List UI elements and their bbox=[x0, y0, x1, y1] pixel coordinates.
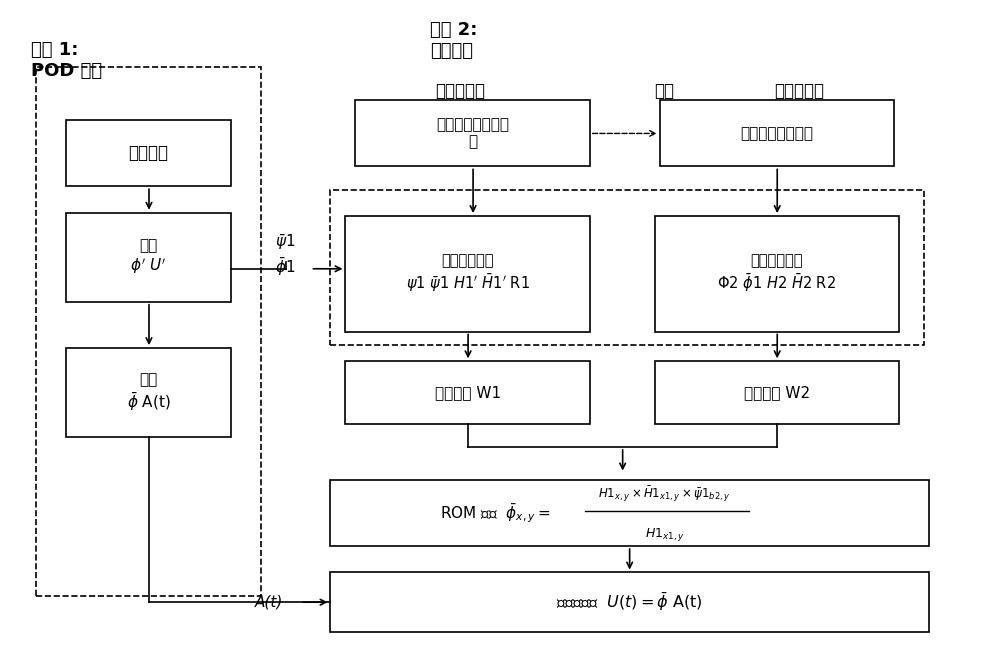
Text: 第一级单位: 第一级单位 bbox=[435, 82, 485, 99]
Text: ROM 校准  $\bar{\phi}_{x,y}=$: ROM 校准 $\bar{\phi}_{x,y}=$ bbox=[440, 501, 551, 525]
FancyBboxPatch shape bbox=[66, 348, 231, 437]
Text: 响应监测: 响应监测 bbox=[128, 145, 168, 162]
FancyBboxPatch shape bbox=[655, 361, 899, 424]
Text: 建立多损伤模型库: 建立多损伤模型库 bbox=[740, 126, 813, 141]
Text: 模型匹配计算
$\psi$1 $\bar{\psi}$1 $H1'$ $\bar{H}1'$ R1: 模型匹配计算 $\psi$1 $\bar{\psi}$1 $H1'$ $\bar… bbox=[406, 253, 530, 294]
Text: 重建的响应  $U(t) = \bar{\phi}$ A(t): 重建的响应 $U(t) = \bar{\phi}$ A(t) bbox=[556, 591, 703, 613]
Text: 匹配模型 W2: 匹配模型 W2 bbox=[744, 385, 810, 400]
Text: 第二级单位: 第二级单位 bbox=[774, 82, 824, 99]
FancyBboxPatch shape bbox=[345, 361, 590, 424]
FancyBboxPatch shape bbox=[355, 100, 590, 166]
Text: 步骤 2:
重建阶段: 步骤 2: 重建阶段 bbox=[430, 21, 478, 60]
FancyBboxPatch shape bbox=[655, 216, 899, 332]
FancyBboxPatch shape bbox=[330, 480, 929, 546]
FancyBboxPatch shape bbox=[345, 216, 590, 332]
Text: 步骤 1:
POD 处理: 步骤 1: POD 处理 bbox=[31, 41, 102, 80]
Text: 分解
$\bar{\phi}$ A(t): 分解 $\bar{\phi}$ A(t) bbox=[127, 373, 170, 413]
Text: 单损伤模型库的建
立: 单损伤模型库的建 立 bbox=[436, 117, 509, 150]
FancyBboxPatch shape bbox=[330, 572, 929, 632]
FancyBboxPatch shape bbox=[66, 120, 231, 186]
Text: A(t): A(t) bbox=[254, 595, 283, 610]
FancyBboxPatch shape bbox=[66, 213, 231, 302]
Text: $H1_{x,y}\times\bar{H}1_{x1,y}\times\bar{\psi}1_{b2,y}$: $H1_{x,y}\times\bar{H}1_{x1,y}\times\bar… bbox=[598, 485, 731, 505]
Text: $\bar{\psi}$1
$\bar{\phi}$1: $\bar{\psi}$1 $\bar{\phi}$1 bbox=[275, 233, 296, 278]
FancyBboxPatch shape bbox=[660, 100, 894, 166]
Text: 模型匹配计算
$\Phi$2 $\bar{\phi}$1 $H2$ $\bar{H}2$ R2: 模型匹配计算 $\Phi$2 $\bar{\phi}$1 $H2$ $\bar{… bbox=[717, 253, 836, 294]
Text: 匹配模型 W1: 匹配模型 W1 bbox=[435, 385, 501, 400]
Text: 前提: 前提 bbox=[655, 82, 675, 99]
Text: 重建
$\phi'$ $U'$: 重建 $\phi'$ $U'$ bbox=[130, 239, 167, 276]
Text: $H1_{x1,y}$: $H1_{x1,y}$ bbox=[645, 526, 685, 543]
